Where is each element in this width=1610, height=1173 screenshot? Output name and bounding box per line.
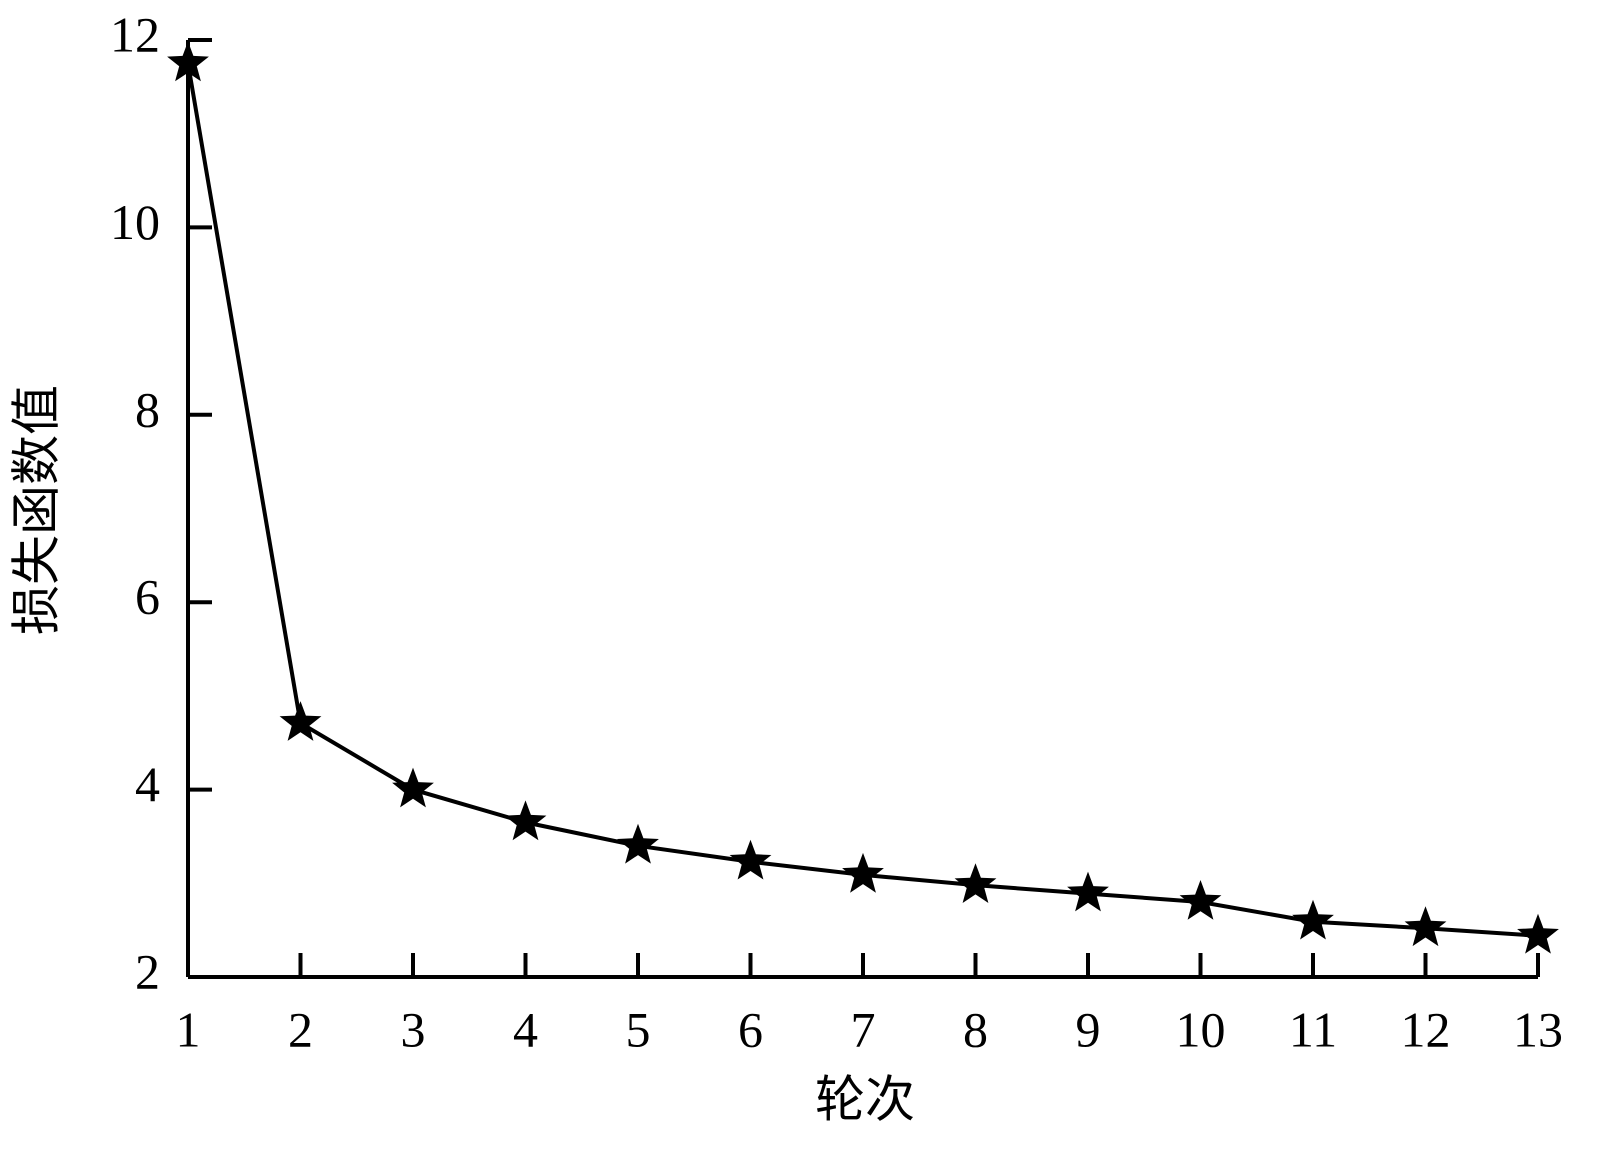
line <box>186 63 1539 938</box>
x-tick-label: 12 <box>1401 1001 1451 1057</box>
x-tick-label: 1 <box>176 1001 201 1057</box>
y-tick-label: 2 <box>135 943 160 999</box>
x-axis-label: 轮次 <box>815 1071 915 1127</box>
x-tick-label: 9 <box>1076 1001 1101 1057</box>
x-tick-label: 4 <box>513 1001 538 1057</box>
x-tick-label: 10 <box>1176 1001 1226 1057</box>
marker <box>842 852 884 893</box>
marker <box>504 800 547 841</box>
marker <box>392 767 434 808</box>
marker <box>279 701 322 741</box>
y-tick-label: 4 <box>135 756 160 812</box>
marker <box>954 863 997 903</box>
y-tick-label: 8 <box>135 381 160 437</box>
marker <box>1404 906 1447 947</box>
x-tick-label: 3 <box>401 1001 426 1057</box>
marker <box>729 839 772 880</box>
x-tick-label: 5 <box>626 1001 651 1057</box>
y-tick-label: 6 <box>135 569 160 625</box>
x-tick-label: 11 <box>1289 1001 1337 1057</box>
x-tick-label: 2 <box>288 1001 313 1057</box>
marker <box>1179 880 1222 920</box>
marker <box>167 41 209 82</box>
y-tick-label: 12 <box>110 6 160 62</box>
x-tick-label: 7 <box>851 1001 876 1057</box>
y-tick-label: 10 <box>110 194 160 250</box>
x-tick-label: 8 <box>963 1001 988 1057</box>
marker <box>1067 871 1109 912</box>
x-tick-label: 6 <box>738 1001 763 1057</box>
marker <box>617 823 659 864</box>
marker <box>1517 913 1559 954</box>
marker <box>1292 899 1334 940</box>
y-axis-label: 损失函数值 <box>8 385 64 635</box>
x-tick-label: 13 <box>1513 1001 1563 1057</box>
